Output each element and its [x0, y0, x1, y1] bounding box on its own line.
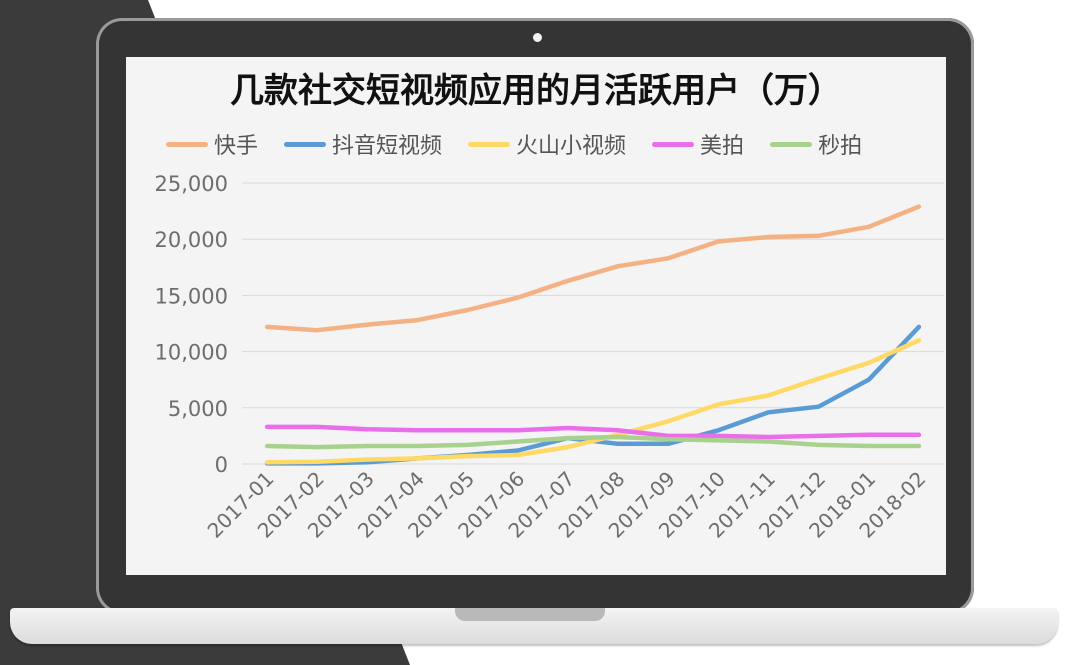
chart-title: 几款社交短视频应用的月活跃用户（万）	[230, 71, 842, 111]
series-line	[264, 424, 922, 440]
series-line	[264, 434, 922, 450]
series-line	[264, 204, 922, 333]
legend-label: 秒拍	[818, 134, 863, 159]
legend-label: 快手	[214, 134, 259, 159]
legend-item: 秒拍	[770, 128, 862, 160]
legend-item: 快手	[166, 128, 258, 160]
y-tick-label: 25,000	[155, 172, 228, 196]
legend-item: 火山小视频	[468, 128, 626, 160]
legend-swatch	[770, 141, 813, 147]
legend-label: 火山小视频	[516, 134, 627, 159]
y-tick-label: 5,000	[168, 397, 228, 421]
series-line	[264, 338, 922, 465]
y-tick-label: 0	[215, 453, 228, 477]
y-tick-label: 20,000	[155, 228, 228, 252]
laptop-screen: 几款社交短视频应用的月活跃用户（万） 快手 抖音短视频 火山小视频 美拍 秒拍 0 5,0…	[126, 57, 946, 575]
legend-swatch	[284, 141, 327, 147]
legend-swatch	[468, 141, 511, 147]
y-tick-label: 10,000	[155, 341, 228, 365]
legend-swatch	[652, 141, 695, 147]
laptop-base-notch	[455, 608, 605, 621]
y-tick-label: 15,000	[155, 284, 228, 308]
legend-label: 抖音短视频	[332, 134, 443, 159]
line-chart: 05,00010,00015,00020,00025,0002017-01201…	[155, 172, 944, 543]
legend-item: 美拍	[652, 128, 744, 160]
camera-dot	[533, 33, 542, 42]
legend-label: 美拍	[700, 134, 745, 159]
chart-legend: 快手 抖音短视频 火山小视频 美拍 秒拍	[166, 129, 946, 159]
legend-swatch	[166, 141, 208, 147]
legend-item: 抖音短视频	[284, 128, 442, 160]
